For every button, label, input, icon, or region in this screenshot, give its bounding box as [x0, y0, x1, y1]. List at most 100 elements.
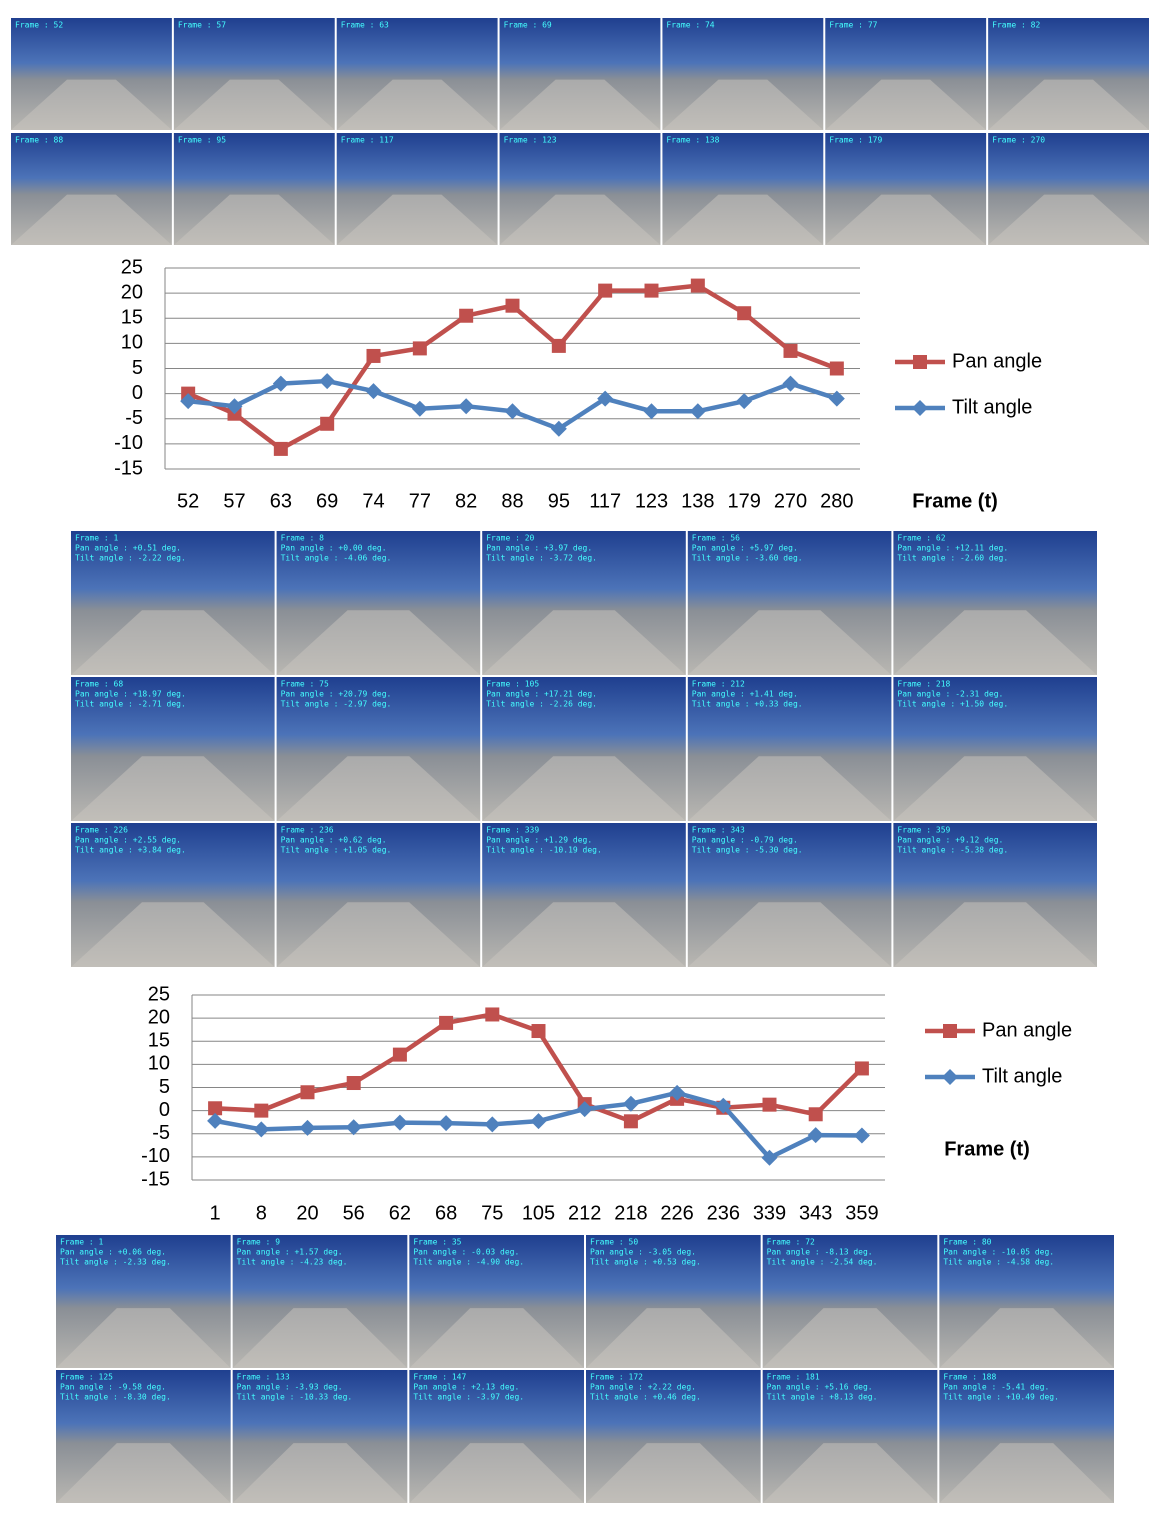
thumbnail-caption: Tilt angle : -2.22 deg.: [75, 554, 186, 563]
point: [366, 348, 381, 363]
thumbnail-caption: Frame : 1: [75, 534, 119, 543]
thumbnail-road: [893, 902, 1097, 967]
point: [412, 341, 427, 356]
thumbnail-caption: Tilt angle : -4.58 deg.: [943, 1258, 1054, 1267]
y-tick-label: 0: [132, 382, 143, 404]
thumbnail-road: [662, 79, 824, 130]
thumbnail-road: [939, 1443, 1114, 1503]
thumbnail-caption: Tilt angle : -3.97 deg.: [413, 1393, 524, 1402]
thumbnail-caption: Frame : 63: [341, 21, 389, 30]
y-tick-label: 15: [121, 307, 143, 329]
thumbnail-road: [276, 610, 481, 675]
point: [644, 283, 659, 298]
thumbnail-caption: Pan angle : +0.06 deg.: [60, 1248, 166, 1257]
point: [208, 1101, 223, 1116]
point: [854, 1061, 869, 1076]
y-tick-label: 5: [159, 1076, 170, 1098]
point: [505, 298, 520, 313]
thumbnail-caption: Frame : 212: [692, 680, 745, 689]
point: [689, 403, 706, 420]
thumbnail-caption: Frame : 188: [943, 1373, 996, 1382]
thumbnail-road: [56, 1443, 231, 1503]
x-tick-label: 52: [177, 490, 199, 512]
point: [761, 1149, 778, 1166]
thumbnail-caption: Tilt angle : -3.72 deg.: [486, 554, 597, 563]
thumbnail-caption: Frame : 95: [178, 136, 226, 145]
thumbnail-caption: Pan angle : -3.93 deg.: [237, 1383, 343, 1392]
thumbnail-caption: Frame : 74: [666, 21, 714, 30]
thumbnail-caption: Frame : 226: [75, 826, 128, 835]
point: [736, 393, 753, 410]
thumbnail-road: [232, 1308, 408, 1368]
x-tick-label: 138: [681, 490, 714, 512]
thumbnail-caption: Frame : 218: [897, 680, 950, 689]
thumbnail-caption: Pan angle : +2.22 deg.: [590, 1383, 696, 1392]
legend-marker: [942, 1069, 958, 1085]
thumbnail-caption: Pan angle : +1.29 deg.: [486, 836, 592, 845]
thumbnail-road: [762, 1443, 938, 1503]
point: [299, 1119, 316, 1136]
y-tick-label: -15: [114, 457, 143, 479]
thumbnail-road: [11, 79, 172, 130]
point: [392, 1047, 407, 1062]
point: [411, 400, 428, 417]
point: [458, 398, 475, 415]
thumbnail-caption: Tilt angle : -4.90 deg.: [413, 1258, 524, 1267]
thumbnail-caption: Frame : 125: [60, 1373, 113, 1382]
thumbnail-caption: Tilt angle : -2.54 deg.: [767, 1258, 878, 1267]
thumbnail-road: [825, 194, 987, 245]
point: [254, 1103, 269, 1118]
y-tick-label: 0: [159, 1099, 170, 1121]
thumbnail-caption: Frame : 9: [237, 1238, 281, 1247]
y-tick-label: 25: [121, 256, 143, 278]
legend-label: Tilt angle: [982, 1065, 1062, 1087]
thumbnail-road: [687, 756, 892, 821]
thumbnail-caption: Pan angle : +17.21 deg.: [486, 690, 597, 699]
thumbnail-road: [586, 1308, 761, 1368]
thumbnail-caption: Frame : 56: [692, 534, 740, 543]
point: [180, 393, 197, 410]
thumbnail-caption: Frame : 50: [590, 1238, 638, 1247]
thumbnail-caption: Pan angle : -0.79 deg.: [692, 836, 798, 845]
thumbnail-road: [662, 194, 824, 245]
thumbnail-road: [173, 194, 335, 245]
thumbnail-road: [409, 1443, 584, 1503]
thumbnail-road: [893, 756, 1097, 821]
thumbnail-road: [687, 902, 892, 967]
thumbnail-caption: Frame : 138: [666, 136, 719, 145]
thumbnail-caption: Tilt angle : -8.30 deg.: [60, 1393, 171, 1402]
point: [459, 308, 474, 323]
thumbnail-road: [232, 1443, 408, 1503]
point: [643, 403, 660, 420]
point: [207, 1112, 224, 1129]
thumbnail-caption: Tilt angle : +1.50 deg.: [897, 700, 1008, 709]
x-tick-label: 212: [568, 1202, 601, 1224]
point: [391, 1114, 408, 1131]
x-tick-label: 105: [522, 1202, 555, 1224]
x-tick-label: 56: [343, 1202, 365, 1224]
thumbnail-caption: Frame : 35: [413, 1238, 461, 1247]
x-tick-label: 62: [389, 1202, 411, 1224]
x-tick-label: 218: [614, 1202, 647, 1224]
thumbnail-road: [336, 194, 498, 245]
thumbnail-road: [71, 756, 275, 821]
thumbnail-road: [762, 1308, 938, 1368]
point: [690, 278, 705, 293]
y-tick-label: -10: [114, 432, 143, 454]
thumbnail-caption: Pan angle : +9.12 deg.: [897, 836, 1003, 845]
point: [484, 1116, 501, 1133]
y-tick-label: -5: [125, 407, 143, 429]
x-tick-label: 359: [845, 1202, 878, 1224]
x-tick-label: 343: [799, 1202, 832, 1224]
point: [504, 403, 521, 420]
x-tick-label: 123: [635, 490, 668, 512]
point: [346, 1076, 361, 1091]
thumbnail-caption: Pan angle : +0.51 deg.: [75, 544, 181, 553]
thumbnail-road: [939, 1308, 1114, 1368]
point: [782, 375, 799, 392]
legend-marker: [943, 1024, 957, 1038]
x-tick-label: 95: [548, 490, 570, 512]
point: [438, 1115, 455, 1132]
